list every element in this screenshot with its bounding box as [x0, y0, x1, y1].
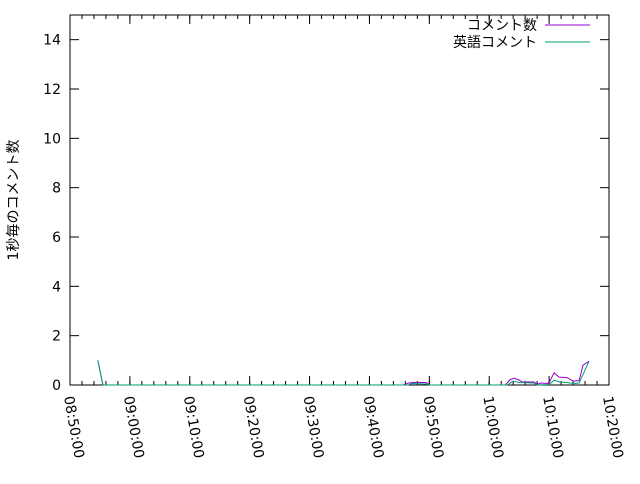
x-tick-label: 09:50:00: [419, 395, 446, 460]
series-line: [97, 360, 590, 386]
x-tick-label: 09:30:00: [300, 395, 327, 460]
y-tick-label: 0: [52, 378, 61, 394]
x-tick-label: 09:20:00: [240, 395, 267, 460]
series-line: [97, 360, 590, 386]
y-tick-label: 6: [52, 230, 61, 246]
y-tick-label: 2: [52, 329, 61, 345]
x-tick-label: 10:20:00: [599, 395, 626, 460]
legend-label: 英語コメント: [453, 34, 537, 51]
x-tick-label: 08:50:00: [60, 395, 87, 460]
y-tick-label: 12: [43, 82, 61, 98]
y-tick-label: 8: [52, 181, 61, 197]
legend-label: コメント数: [467, 18, 537, 34]
plot-border: [69, 14, 610, 386]
y-axis-label: 1秒毎のコメント数: [6, 140, 22, 261]
x-tick-label: 09:10:00: [180, 395, 207, 460]
x-tick-label: 09:00:00: [120, 395, 147, 460]
y-tick-label: 14: [43, 33, 61, 49]
y-tick-label: 4: [52, 279, 61, 295]
x-tick-label: 10:10:00: [539, 395, 566, 460]
x-tick-label: 10:00:00: [479, 395, 506, 460]
y-tick-label: 10: [43, 131, 61, 147]
x-tick-label: 09:40:00: [360, 395, 387, 460]
